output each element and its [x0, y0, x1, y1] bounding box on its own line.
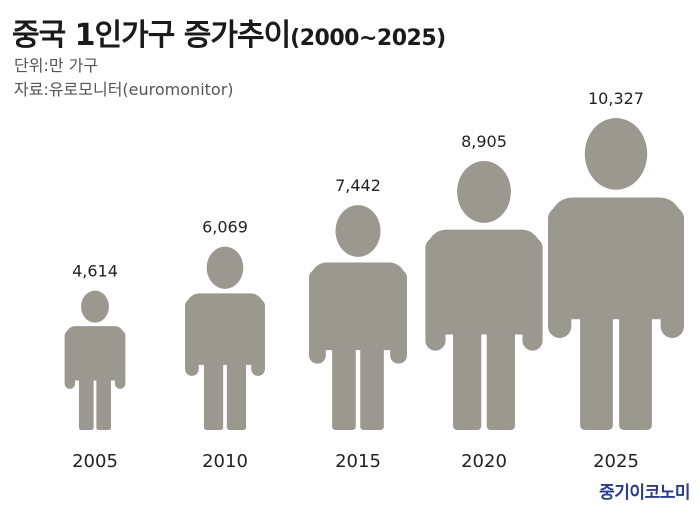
figure-head — [81, 290, 109, 323]
figure-leg-left — [332, 338, 356, 430]
value-label: 10,327 — [588, 89, 644, 108]
figure-arm-left — [308, 269, 326, 364]
figure-head — [584, 118, 648, 190]
figure-arm-right — [251, 298, 265, 376]
figure-torso — [550, 197, 682, 320]
figure-leg-right — [226, 355, 247, 430]
figure-leg-right — [619, 303, 652, 430]
figure-torso — [427, 229, 541, 335]
figure-leg-left — [203, 355, 224, 430]
figure-leg-right — [96, 373, 112, 430]
figure-arm-right — [114, 330, 126, 389]
figure-head — [206, 246, 244, 289]
figure-leg-left — [580, 303, 613, 430]
figure-2020 — [425, 160, 543, 430]
figure-torso — [310, 262, 406, 351]
year-label: 2025 — [593, 451, 639, 472]
source-note: 자료:유로모니터(euromonitor) — [14, 80, 234, 99]
year-label: 2005 — [72, 451, 118, 472]
figure-torso — [186, 293, 264, 365]
chart-title: 중국 1인가구 증가추이(2000~2025) — [12, 10, 446, 54]
figure-arm-left — [185, 298, 199, 376]
value-label: 7,442 — [335, 176, 381, 195]
brand-logo: 중기이코노미 — [599, 483, 690, 503]
figure-head — [335, 205, 381, 257]
unit-note: 단위:만 가구 — [14, 56, 99, 75]
figure-arm-right — [522, 237, 543, 351]
title-main: 중국 1인가구 증가추이 — [12, 18, 291, 53]
year-label: 2020 — [461, 451, 507, 472]
figure-arm-left — [547, 206, 572, 338]
title-range: (2000~2025) — [290, 26, 446, 51]
figure-leg-left — [453, 321, 482, 430]
figure-arm-right — [390, 269, 408, 364]
value-label: 8,905 — [461, 132, 507, 151]
figure-head — [457, 160, 511, 223]
year-label: 2015 — [335, 451, 381, 472]
figure-torso — [65, 326, 125, 381]
figure-leg-left — [78, 373, 94, 430]
figure-2005 — [64, 290, 126, 430]
figure-2010 — [185, 246, 265, 430]
value-label: 4,614 — [72, 262, 118, 281]
value-label: 6,069 — [202, 218, 248, 237]
figure-arm-right — [660, 206, 685, 338]
year-label: 2010 — [202, 451, 248, 472]
figure-leg-right — [360, 338, 384, 430]
figure-2015 — [308, 205, 408, 430]
figure-arm-left — [64, 330, 76, 389]
figure-2025 — [547, 118, 685, 430]
figure-leg-right — [486, 321, 515, 430]
figure-arm-left — [425, 237, 446, 351]
